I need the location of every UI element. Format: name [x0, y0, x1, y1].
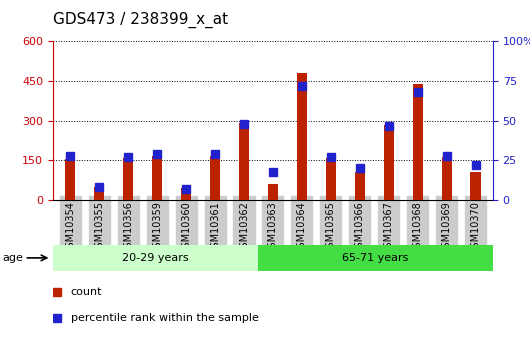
Bar	[326, 158, 336, 200]
Bar	[258, 245, 493, 271]
Bar	[123, 158, 134, 200]
Bar	[181, 188, 191, 200]
Bar	[355, 172, 365, 200]
Bar	[210, 156, 220, 200]
Bar	[239, 124, 249, 200]
Bar	[94, 187, 104, 200]
Text: percentile rank within the sample: percentile rank within the sample	[70, 313, 259, 323]
Text: GDS473 / 238399_x_at: GDS473 / 238399_x_at	[53, 12, 228, 28]
Text: 20-29 years: 20-29 years	[122, 253, 189, 263]
Text: count: count	[70, 287, 102, 297]
Bar	[384, 125, 394, 200]
Bar	[412, 84, 423, 200]
Text: age: age	[3, 253, 23, 263]
Text: 65-71 years: 65-71 years	[342, 253, 409, 263]
Bar	[471, 172, 481, 200]
Bar	[268, 184, 278, 200]
Bar	[152, 156, 162, 200]
Bar	[441, 157, 452, 200]
Bar	[297, 73, 307, 200]
Bar	[53, 245, 258, 271]
Bar	[65, 159, 75, 200]
